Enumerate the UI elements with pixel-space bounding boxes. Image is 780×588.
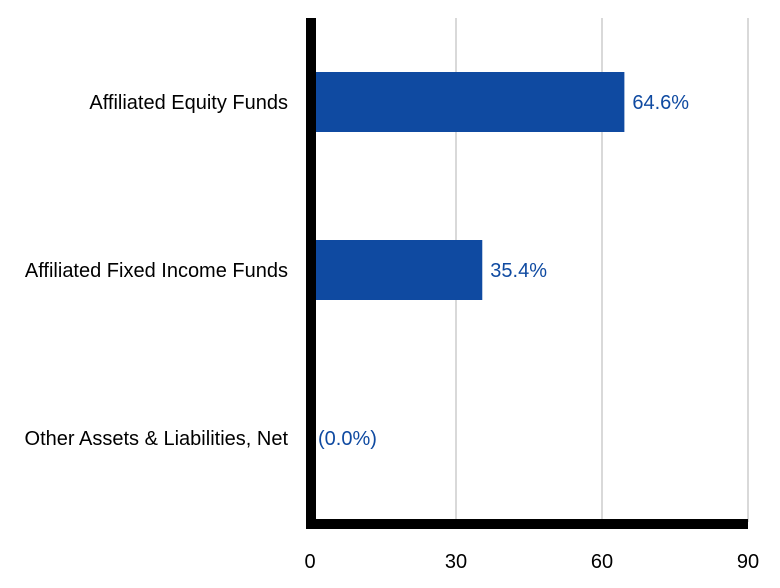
tick-labels: 0 30 60 90 <box>304 551 759 573</box>
y-axis-line <box>306 18 316 527</box>
category-label-other-assets-liabilities-net: Other Assets & Liabilities, Net <box>25 428 289 450</box>
value-labels: 64.6% 35.4% (0.0%) <box>318 92 689 450</box>
axes <box>306 18 748 529</box>
category-labels: Affiliated Equity Funds Affiliated Fixed … <box>25 92 289 450</box>
category-label-affiliated-equity-funds: Affiliated Equity Funds <box>89 92 288 114</box>
bar-affiliated-equity-funds <box>310 72 625 132</box>
category-label-affiliated-fixed-income-funds: Affiliated Fixed Income Funds <box>25 260 288 282</box>
x-axis-line <box>306 519 748 529</box>
x-tick-label-30: 30 <box>445 551 467 573</box>
value-label-other-assets-liabilities-net: (0.0%) <box>318 428 377 450</box>
value-label-affiliated-equity-funds: 64.6% <box>632 92 689 114</box>
x-tick-label-0: 0 <box>304 551 315 573</box>
value-label-affiliated-fixed-income-funds: 35.4% <box>490 260 547 282</box>
x-tick-label-90: 90 <box>737 551 759 573</box>
bars <box>310 72 625 300</box>
bar-affiliated-fixed-income-funds <box>310 240 483 300</box>
x-tick-label-60: 60 <box>591 551 613 573</box>
